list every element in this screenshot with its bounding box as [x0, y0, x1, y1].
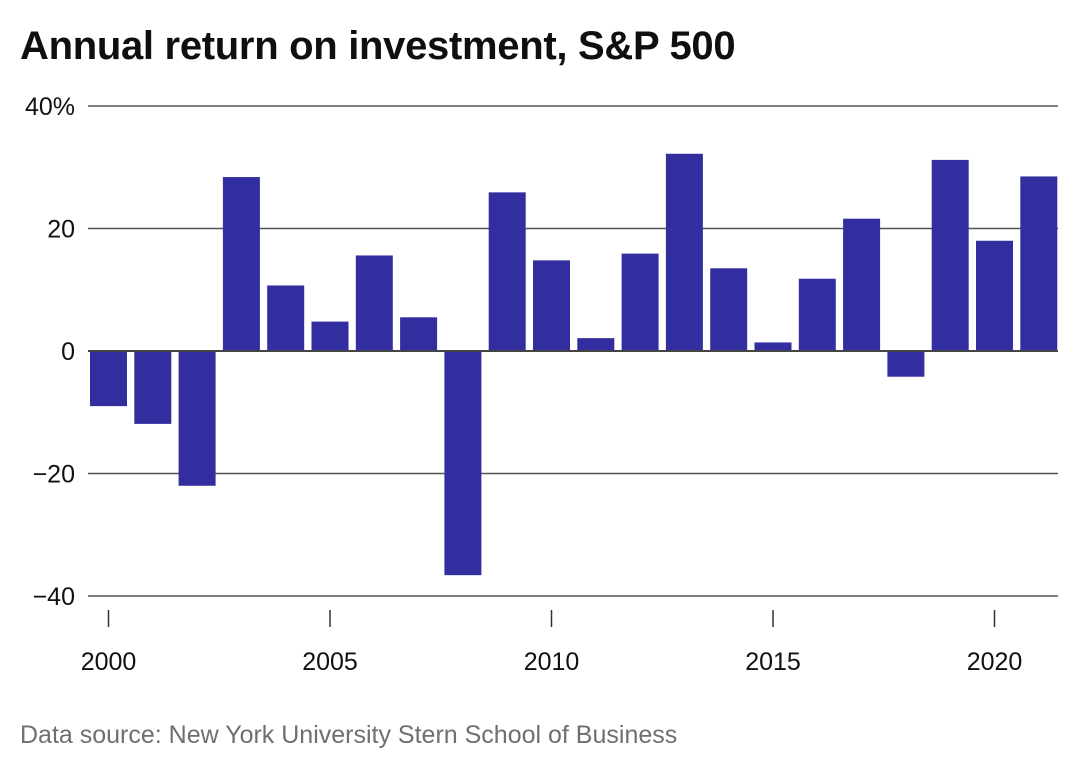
y-tick-label: 0: [61, 338, 75, 366]
bar-2011: [577, 338, 615, 351]
bar-2016: [798, 278, 836, 351]
bar-2004: [267, 285, 305, 351]
y-tick-label: −40: [33, 583, 75, 611]
bar-2008: [444, 351, 482, 576]
chart-title: Annual return on investment, S&P 500: [20, 24, 736, 68]
bar-2010: [533, 260, 570, 351]
bar-2003: [222, 177, 260, 351]
bar-2012: [621, 253, 659, 351]
y-tick-label: 40%: [25, 93, 75, 121]
bar-2020: [976, 240, 1013, 351]
bar-2002: [178, 351, 216, 486]
bar-2009: [488, 192, 526, 351]
y-tick-label: 20: [47, 216, 75, 244]
bar-2013: [665, 153, 703, 351]
bar-2019: [931, 159, 969, 351]
x-tick-label: 2005: [302, 648, 358, 676]
y-tick-label: −20: [33, 461, 75, 489]
bar-2014: [710, 268, 748, 351]
bar-2001: [134, 351, 172, 424]
bars: [90, 153, 1058, 576]
x-tick-label: 2000: [81, 648, 137, 676]
data-source-note: Data source: New York University Stern S…: [20, 721, 678, 749]
axes: [88, 350, 1058, 627]
x-tick-label: 2010: [524, 648, 580, 676]
x-tick-label: 2015: [745, 648, 801, 676]
x-tick-label: 2020: [967, 648, 1023, 676]
bar-2017: [843, 218, 881, 351]
bar-2015: [754, 342, 792, 351]
bar-2018: [887, 351, 925, 377]
bar-2006: [355, 255, 393, 351]
tick-labels: −40 −20 0 20 40% 2000 2005 2010 2015 2020: [25, 93, 1022, 676]
bar-2000: [90, 351, 127, 407]
bar-2007: [400, 317, 438, 351]
bar-2005: [311, 321, 349, 351]
bar-2021: [1020, 176, 1058, 351]
